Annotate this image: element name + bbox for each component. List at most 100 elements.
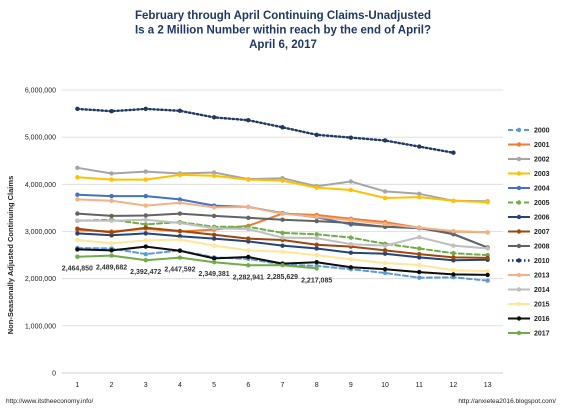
data-point-2013 [280, 211, 285, 216]
legend-marker [516, 200, 522, 205]
data-point-2013 [75, 197, 80, 202]
data-point-2016 [417, 269, 422, 275]
data-point-2016 [485, 272, 490, 278]
data-point-2003 [280, 178, 285, 183]
data-point-2014 [382, 243, 388, 248]
y-tick-label: 3,000,000 [25, 229, 56, 236]
data-point-2014 [246, 226, 251, 232]
data-point-2004 [109, 193, 114, 199]
data-point-2014 [109, 218, 114, 223]
data-point-2008 [177, 211, 183, 216]
data-point-2003 [109, 177, 114, 182]
data-point-2014 [211, 225, 217, 231]
legend-marker [516, 287, 522, 292]
data-point-2006 [382, 251, 388, 256]
data-point-2014 [143, 217, 148, 222]
data-point-2017 [280, 262, 285, 268]
data-point-2010 [451, 150, 456, 155]
legend-item-2016: 2016 [508, 316, 550, 323]
legend-item-2014: 2014 [508, 287, 550, 294]
data-label: 2,282,941 [233, 274, 264, 281]
data-point-2005 [417, 246, 422, 251]
legend-label: 2003 [534, 171, 550, 178]
data-point-2008 [451, 232, 456, 237]
data-point-2007 [485, 255, 490, 261]
data-point-2008 [314, 218, 319, 224]
data-point-2004 [75, 192, 80, 197]
x-tick-label: 11 [416, 382, 423, 389]
data-point-2013 [177, 200, 183, 205]
x-tick-label: 9 [349, 382, 353, 389]
legend-item-2007: 2007 [508, 229, 550, 236]
data-point-2002 [417, 191, 422, 196]
data-point-2005 [280, 230, 285, 236]
x-tick-label: 5 [212, 382, 216, 389]
legend-marker [516, 185, 522, 191]
data-point-2003 [75, 175, 80, 180]
data-point-2015 [75, 237, 80, 243]
y-tick-label: 1,000,000 [25, 323, 56, 330]
data-point-2007 [451, 255, 456, 260]
data-point-2007 [75, 226, 80, 231]
data-point-2006 [417, 255, 422, 260]
data-point-2016 [109, 248, 114, 253]
legend-item-2008: 2008 [508, 244, 550, 251]
x-tick-label: 7 [281, 382, 285, 389]
data-point-2010 [109, 109, 114, 114]
series-2010 [75, 106, 456, 155]
data-point-2006 [211, 236, 217, 241]
legend-item-2010: 2010 [508, 258, 550, 265]
data-point-2015 [348, 257, 354, 262]
legend-marker [516, 243, 522, 249]
data-label: 2,285,629 [267, 274, 298, 281]
data-point-2014 [417, 234, 422, 240]
data-point-2010 [280, 125, 285, 130]
data-point-2015 [109, 241, 114, 246]
data-point-2006 [177, 234, 183, 239]
data-label: 2,464,850 [62, 266, 93, 273]
data-point-2002 [109, 171, 114, 176]
data-point-2008 [109, 213, 114, 219]
data-label: 2,447,592 [164, 267, 195, 274]
legend-item-2005: 2005 [508, 200, 550, 207]
legend-marker [516, 330, 522, 336]
data-point-2014 [348, 242, 354, 247]
data-point-2000 [417, 275, 422, 280]
data-point-2006 [348, 250, 354, 255]
legend-item-2001: 2001 [508, 142, 550, 149]
legend-marker [516, 258, 522, 263]
x-tick-label: 8 [315, 382, 319, 389]
legend-label: 2004 [534, 186, 550, 193]
data-point-2003 [211, 173, 217, 179]
data-point-2016 [211, 256, 217, 261]
data-point-2016 [177, 248, 183, 254]
legend-label: 2006 [534, 215, 550, 222]
legend-item-2004: 2004 [508, 186, 550, 193]
data-point-2003 [382, 195, 388, 201]
data-point-2015 [211, 243, 217, 248]
data-point-2003 [451, 198, 456, 204]
legend-marker [516, 127, 522, 133]
legend-label: 2000 [534, 128, 550, 135]
axes: 0 1,000,000 2,000,000 3,000,000 4,000,000 5,0… [25, 88, 503, 389]
data-point-2017 [177, 255, 183, 260]
x-tick-label: 13 [484, 382, 492, 389]
legend-label: 2015 [534, 302, 550, 309]
data-point-2016 [314, 259, 319, 265]
data-point-2003 [314, 185, 319, 190]
series-line-2017 [76, 254, 318, 270]
series-2017 [75, 253, 319, 271]
legend-marker [516, 142, 522, 147]
data-point-2005 [348, 235, 354, 240]
data-point-2004 [143, 193, 148, 199]
series-2015 [75, 237, 490, 274]
data-point-2000 [143, 251, 148, 257]
data-point-2002 [348, 179, 354, 184]
legend-label: 2010 [534, 258, 550, 265]
data-point-2010 [177, 108, 183, 113]
data-point-2014 [177, 220, 183, 226]
series-2014 [75, 217, 490, 251]
legend-item-2000: 2000 [508, 128, 550, 135]
